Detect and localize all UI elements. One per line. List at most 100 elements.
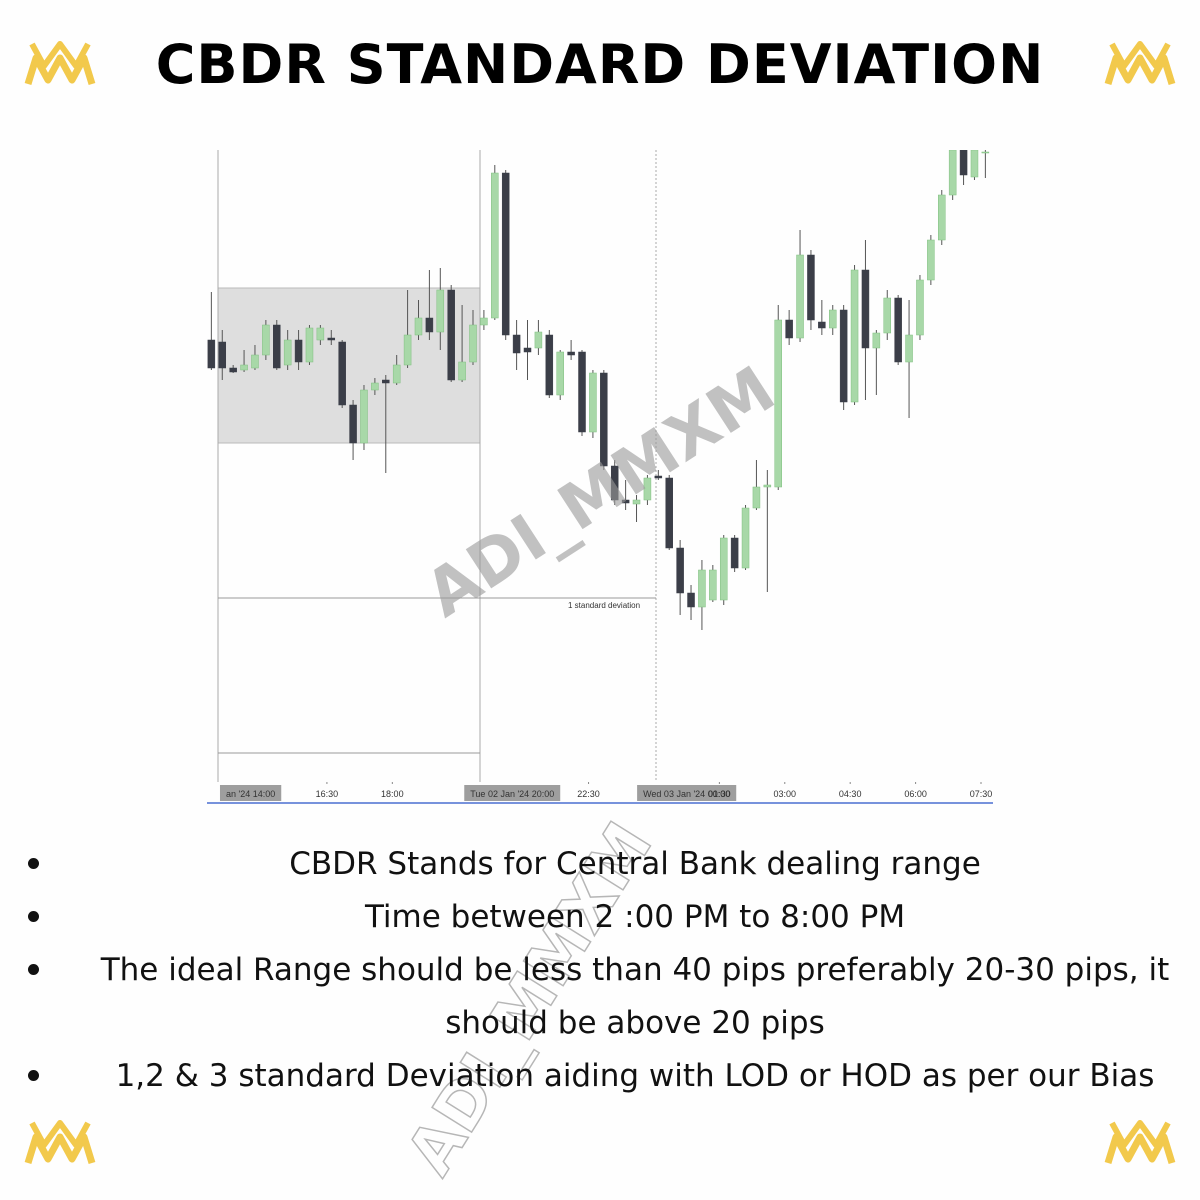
candle-body [414,317,423,336]
candle-body [480,317,488,326]
candle-body [327,337,336,341]
x-tick-label: 06:00 [904,789,927,799]
candle-body [959,150,968,176]
logo [28,1123,92,1163]
candle-body [491,172,499,319]
candle-body [981,151,990,154]
x-tick-label: 01:30 [708,789,731,799]
bullet: The ideal Range should be less than 40 p… [28,944,1190,1050]
candle-body [534,331,543,349]
candle-body [938,194,946,241]
candle-body [948,150,957,196]
candle-body [229,367,237,373]
cbdr-range [217,287,481,444]
candle-body [818,321,826,329]
candle-body [828,309,837,329]
candle-body [719,537,728,601]
candle-body [567,351,575,356]
candle-body [251,354,259,369]
candle-body [774,319,782,488]
x-tick-label: 07:30 [970,789,993,799]
title: CBDR STANDARD DEVIATION [156,33,1045,96]
annotation: 1 standard deviation [568,601,640,610]
candle-body [698,569,706,608]
candle-body [349,404,357,444]
x-tick-label: 16:30 [316,789,339,799]
logo [1108,1123,1172,1163]
x-tick-highlight [637,785,737,801]
bullet: CBDR Stands for Central Bank dealing ran… [28,838,1190,891]
candle-body [905,334,913,363]
candle-body [687,592,695,608]
candle-body [927,239,935,281]
candle-body [218,341,227,369]
x-tick-label: 18:00 [381,789,404,799]
candle-body [392,364,401,384]
logo [1108,44,1172,84]
candle-body [916,279,924,336]
candle-body [730,537,739,569]
candle-body [338,341,346,406]
candle-body [785,319,793,339]
candle-body [600,372,608,467]
candle-body [665,477,673,549]
candle-body [512,334,521,354]
candle-body [643,477,652,501]
bullet: Time between 2 :00 PM to 8:00 PM [28,891,1190,944]
x-tick-label: Tue 02 Jan '24 20:00 [470,789,554,799]
candle-body [709,569,717,601]
x-tick-label: Wed 03 Jan '24 00:00 [643,789,730,799]
candle-body [425,317,434,333]
candle-body [294,339,303,363]
candle-body [436,289,445,333]
candle-body [763,484,772,488]
candle-body [589,372,597,433]
candle-body [883,297,892,334]
candles [207,150,990,630]
candle-body [545,334,554,396]
candle-body [970,150,979,178]
candle-body [807,254,815,321]
candle-body [752,486,761,509]
candle-body [305,327,314,363]
candle-body [403,334,412,366]
candle-body [283,339,292,366]
candle-body [676,547,684,594]
candle-body [632,499,641,505]
chart: 1 standard deviation an '24 14:00 16:30 18… [207,150,993,804]
candle-body [371,382,379,391]
candle-body [839,309,848,403]
candle-body [458,361,466,381]
candle-body [796,254,804,339]
candle-body [578,351,586,433]
bullet: 1,2 & 3 standard Deviation aiding with L… [28,1050,1190,1103]
candle-body [741,507,750,569]
candle-body [861,269,870,349]
x-tick-label: 04:30 [839,789,862,799]
candle-body [273,324,281,369]
x-axis: an '24 14:00 16:30 18:00 Tue 02 Jan '24 20:… [207,782,993,804]
candle-body [621,499,630,504]
bullet-list: CBDR Stands for Central Bank dealing ran… [0,838,1200,1103]
candle-body [469,324,477,363]
candle-body [262,324,270,356]
x-tick-label: 03:00 [774,789,797,799]
candle-body [872,332,881,349]
candle-body [850,269,859,403]
candle-body [610,465,619,501]
x-tick-highlight [219,785,282,801]
candle-body [654,475,663,479]
x-tick-label: 22:30 [577,789,600,799]
logo [28,44,92,84]
candle-body [556,351,564,396]
candle-body [240,364,248,371]
candle-body [316,327,325,341]
candle-body [894,297,902,363]
candle-body [447,289,455,381]
candle-body [207,339,216,369]
candle-body [382,379,390,384]
candle-body [360,389,368,444]
x-tick-highlight [464,785,561,801]
